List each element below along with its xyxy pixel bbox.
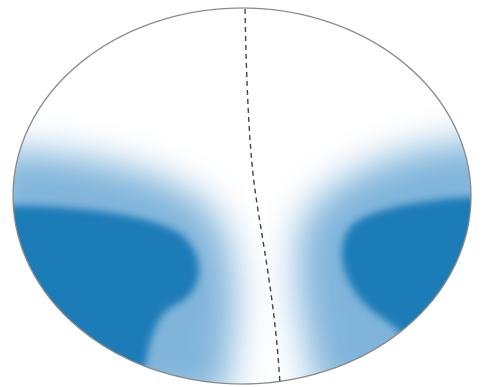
ellipse-diagram [0,0,484,387]
